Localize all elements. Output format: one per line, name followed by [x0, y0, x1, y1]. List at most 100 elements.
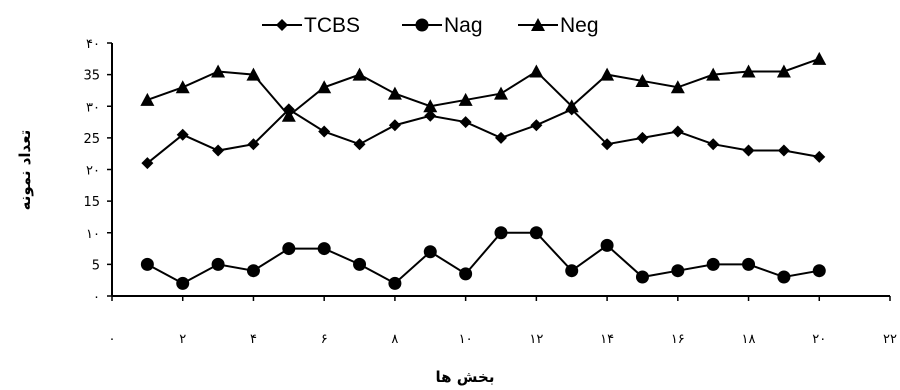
data-point-tcbs: [212, 144, 225, 157]
data-point-nag: [706, 257, 720, 271]
data-point-nag: [777, 270, 791, 284]
axes: [111, 43, 890, 297]
data-point-neg: [317, 80, 332, 94]
data-point-nag: [353, 257, 367, 271]
data-point-tcbs: [495, 131, 507, 144]
data-point-nag: [565, 264, 579, 278]
data-point-nag: [388, 276, 402, 290]
x-axis-title: بخش ها: [436, 368, 495, 386]
series-neg: [140, 51, 827, 122]
ticks: ۰ 5 ۱۰ 15 ۲۰ 25 ۳۰ 35 ۴۰ ۰ ۲ ۴ ۶ ۸ ۱۰ ۱۲ ۱۴ ۱۶ ۱۸ ۲۰ ۲۲: [83, 37, 897, 347]
data-point-tcbs: [388, 119, 401, 132]
legend-label: Neg: [560, 14, 599, 37]
y-tick-label: ۰: [93, 290, 100, 305]
legend-item-tcbs: TCBS: [262, 14, 360, 37]
data-point-neg: [600, 67, 615, 81]
x-tick-label: ۱۲: [529, 332, 543, 347]
data-point-nag: [140, 257, 154, 271]
data-point-neg: [635, 73, 650, 87]
data-point-nag: [246, 264, 260, 278]
data-point-neg: [458, 92, 473, 106]
data-point-tcbs: [424, 109, 437, 122]
x-tick-label: ۱۴: [600, 332, 614, 347]
data-point-tcbs: [459, 116, 472, 129]
data-point-nag: [211, 257, 225, 271]
series-tcbs: [141, 103, 826, 170]
data-point-nag: [600, 238, 614, 252]
data-point-neg: [670, 80, 685, 94]
data-point-tcbs: [176, 128, 189, 141]
y-tick-label: 5: [92, 258, 100, 273]
y-tick-label: 25: [83, 132, 100, 147]
data-point-nag: [282, 242, 296, 256]
legend: TCBS Nag Neg: [262, 14, 599, 37]
data-point-neg: [281, 108, 296, 122]
data-point-neg: [175, 80, 190, 94]
data-point-tcbs: [318, 125, 331, 138]
data-point-neg: [706, 67, 721, 81]
legend-label: TCBS: [304, 14, 360, 37]
data-point-nag: [317, 242, 331, 256]
data-point-tcbs: [530, 119, 543, 132]
y-tick-label: 15: [83, 195, 100, 210]
y-tick-label: ۲۰: [86, 164, 100, 179]
x-tick-label: ۴: [250, 332, 257, 347]
data-point-nag: [635, 270, 649, 284]
data-point-nag: [176, 276, 190, 290]
data-point-tcbs: [247, 138, 260, 151]
x-tick-label: ۲: [179, 332, 186, 347]
x-tick-label: ۱۸: [742, 332, 756, 347]
y-tick-label: ۱۰: [86, 227, 100, 242]
data-point-neg: [352, 67, 367, 81]
data-point-tcbs: [353, 138, 366, 151]
data-point-nag: [529, 226, 543, 240]
legend-marker-nag: [415, 18, 429, 32]
data-point-nag: [671, 264, 685, 278]
series-line-nag: [146, 231, 820, 285]
series-nag: [140, 226, 826, 290]
y-tick-label: 35: [83, 69, 100, 84]
y-tick-label: ۳۰: [86, 100, 100, 115]
data-point-neg: [494, 86, 508, 100]
data-point-tcbs: [671, 125, 684, 138]
data-point-tcbs: [742, 144, 755, 157]
series-layer: [140, 51, 827, 290]
legend-label: Nag: [444, 14, 483, 37]
x-tick-label: ۶: [321, 332, 328, 347]
data-point-nag: [812, 264, 826, 278]
legend-marker-neg: [531, 18, 545, 31]
y-tick-label: ۴۰: [86, 37, 100, 52]
data-point-tcbs: [707, 138, 720, 151]
legend-item-nag: Nag: [402, 14, 483, 37]
x-tick-label: ۱۰: [459, 332, 473, 347]
data-point-tcbs: [636, 131, 649, 144]
series-line-tcbs: [146, 108, 820, 164]
data-point-nag: [742, 257, 756, 271]
data-point-nag: [494, 226, 508, 240]
x-tick-label: ۲۰: [812, 332, 826, 347]
data-point-neg: [564, 99, 579, 113]
x-tick-label: ۰: [109, 332, 116, 347]
data-point-tcbs: [141, 157, 154, 170]
data-point-nag: [423, 245, 437, 259]
data-point-neg: [246, 67, 261, 81]
x-tick-label: ۲۲: [883, 332, 897, 347]
x-tick-label: ۸: [391, 332, 398, 347]
data-point-neg: [211, 64, 226, 78]
series-line-neg: [147, 57, 820, 118]
data-point-neg: [387, 86, 402, 100]
data-point-neg: [812, 51, 827, 65]
x-tick-label: ۱۶: [671, 332, 685, 347]
data-point-neg: [423, 99, 438, 113]
legend-marker-tcbs: [276, 19, 288, 31]
data-point-tcbs: [601, 138, 614, 151]
y-axis-title: تعداد نمونه: [16, 130, 34, 211]
data-point-tcbs: [813, 150, 826, 163]
data-point-neg: [741, 64, 756, 78]
legend-item-neg: Neg: [518, 14, 599, 37]
data-point-neg: [776, 64, 791, 78]
data-point-neg: [529, 64, 544, 78]
data-point-tcbs: [777, 144, 790, 157]
data-point-nag: [459, 267, 473, 281]
